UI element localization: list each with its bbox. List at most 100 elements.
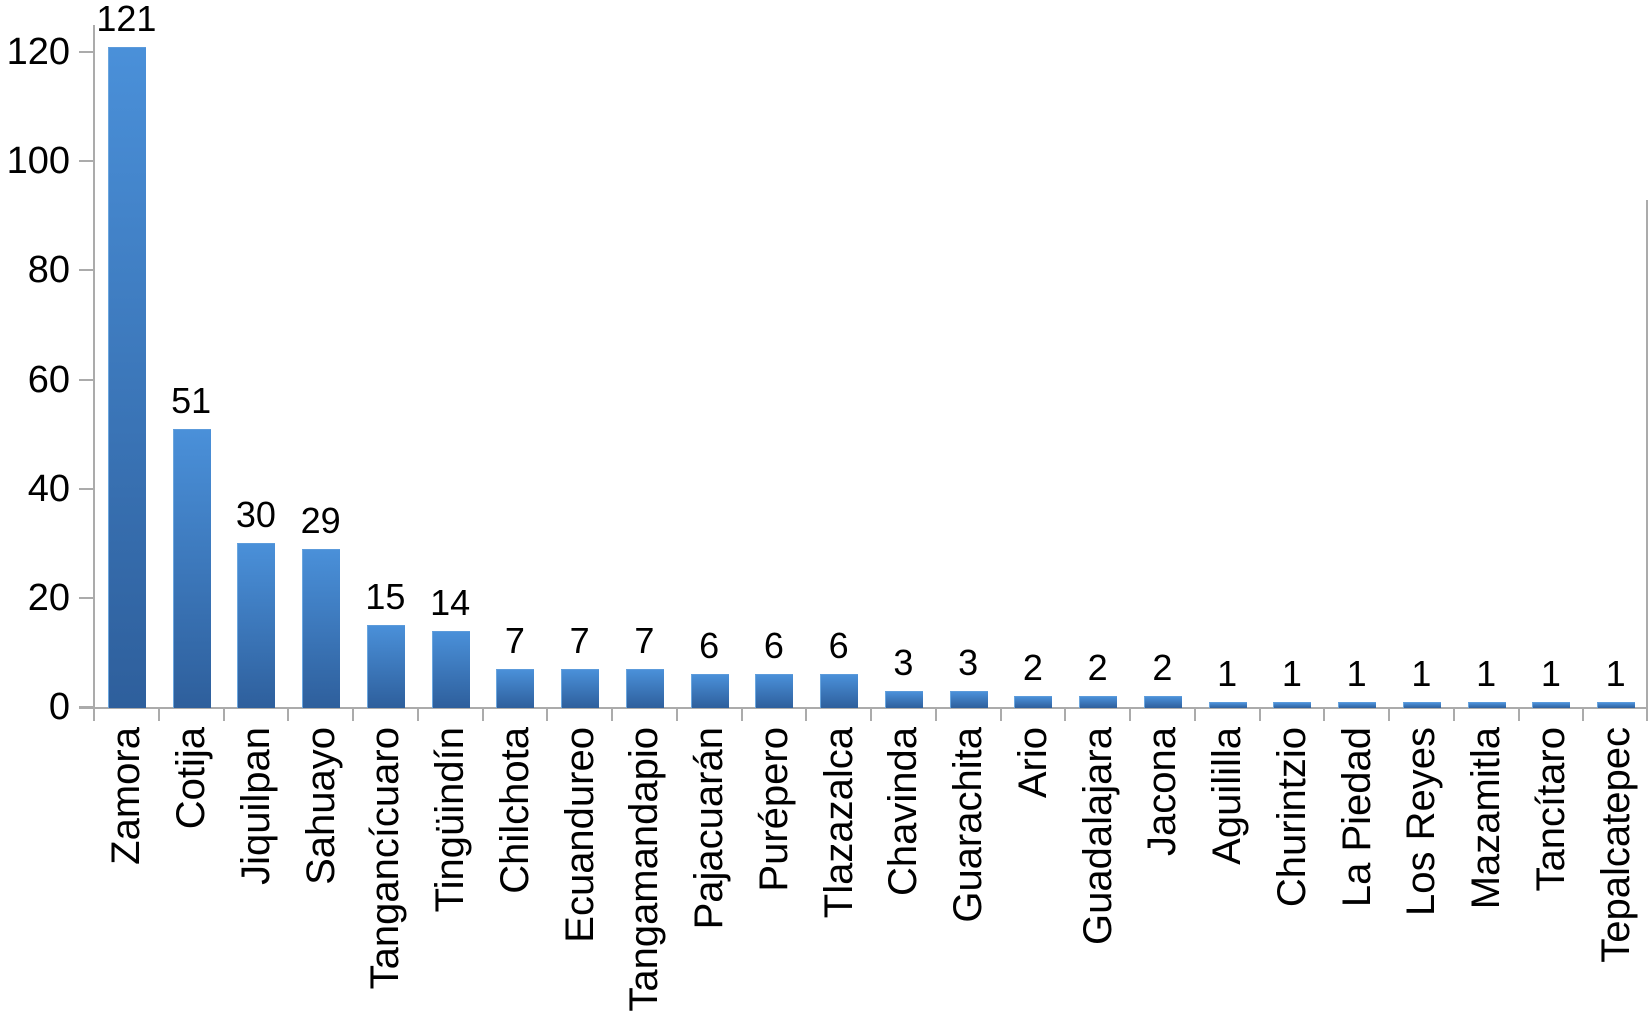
bar-tepalcatepec (1597, 702, 1635, 708)
bar-ario (1014, 696, 1052, 708)
x-axis-label: Tangamandapio (622, 727, 667, 1012)
x-axis-label: Aguililla (1205, 727, 1250, 865)
bar-zamora (108, 47, 146, 708)
bar-value-label: 7 (569, 620, 590, 661)
bar-value-label: 1 (1540, 653, 1561, 694)
bar-value-label: 121 (96, 0, 157, 39)
bar-value-label: 7 (634, 620, 655, 661)
bar-tangamandapio (626, 669, 664, 708)
bar-jacona (1144, 696, 1182, 708)
bar-value-label: 1 (1476, 653, 1497, 694)
x-axis-label: La Piedad (1334, 727, 1379, 908)
x-axis-label: Jacona (1140, 727, 1185, 856)
x-axis-label: Tepalcatepec (1593, 727, 1638, 963)
x-axis-label: Mazamitla (1464, 727, 1509, 910)
x-axis-tick (222, 709, 225, 721)
x-axis-tick (1452, 709, 1455, 721)
x-axis-tick (740, 709, 743, 721)
bar-value-label: 15 (365, 576, 406, 617)
x-axis-tick (1388, 709, 1390, 721)
bar-guarachita (950, 691, 988, 708)
y-axis-tick-label: 100 (6, 140, 70, 183)
x-axis-label: Pajacuarán (687, 727, 732, 930)
x-axis-label: Cotija (169, 727, 214, 830)
bar-value-label: 1 (1411, 653, 1432, 694)
x-axis-tick (352, 709, 354, 721)
x-axis-tick (934, 709, 937, 721)
bar-churintzio (1273, 702, 1311, 708)
x-axis-tick (287, 709, 290, 721)
x-axis-tick (1064, 709, 1067, 721)
bar-value-label: 1 (1605, 653, 1626, 694)
x-axis-tick (870, 709, 872, 721)
x-axis-label: Tangancícuaro (363, 727, 408, 990)
bar-purépero (755, 674, 793, 708)
bar-chilchota (496, 669, 534, 708)
bar-value-label: 29 (300, 500, 341, 541)
bar-tlazazalca (820, 674, 858, 708)
bar-value-label: 1 (1217, 653, 1238, 694)
x-axis-label: Guadalajara (1075, 727, 1120, 945)
bar-value-label: 6 (828, 625, 849, 666)
bar-tangancícuaro (367, 625, 405, 708)
bar-chavinda (885, 691, 923, 708)
x-axis-label: Chilchota (492, 727, 537, 894)
x-axis-tick (416, 709, 419, 721)
y-axis-tick (79, 596, 94, 599)
bar-ecuandureo (561, 669, 599, 708)
bar-value-label: 1 (1346, 653, 1367, 694)
x-axis-tick (1258, 709, 1261, 721)
x-axis-label: Los Reyes (1399, 727, 1444, 916)
x-axis-label: Chavinda (881, 727, 926, 897)
x-axis-tick (611, 709, 613, 721)
x-axis-label: Churintzio (1269, 727, 1314, 908)
bar-value-label: 6 (699, 625, 720, 666)
y-axis-tick-label: 60 (27, 358, 70, 401)
y-axis-tick (79, 269, 94, 272)
y-axis-tick (79, 487, 94, 490)
bar-value-label: 1 (1281, 653, 1302, 694)
x-axis-tick (1193, 709, 1196, 721)
bar-la-piedad (1338, 702, 1376, 708)
y-axis-tick (79, 378, 94, 381)
bar-value-label: 51 (171, 380, 212, 421)
y-axis-tick-label: 20 (27, 576, 70, 619)
bar-jiquilpan (237, 543, 275, 708)
bar-guadalajara (1079, 696, 1117, 708)
x-axis-tick (999, 709, 1002, 721)
bar-sahuayo (302, 549, 340, 708)
y-axis-tick (79, 51, 94, 54)
bar-tancítaro (1532, 702, 1570, 708)
x-axis-label: Guarachita (946, 727, 991, 923)
x-axis-label: Ecuandureo (557, 727, 602, 943)
x-axis-label: Tlazazalca (816, 727, 861, 919)
bar-value-label: 3 (893, 642, 914, 683)
x-axis-label: Purépero (751, 727, 796, 892)
bar-cotija (173, 429, 211, 708)
y-axis-tick-label: 0 (48, 686, 70, 728)
plot-right-border (1646, 200, 1648, 721)
bar-value-label: 2 (1152, 647, 1173, 688)
y-axis-tick (79, 160, 94, 163)
y-axis-tick-label: 120 (6, 31, 70, 74)
x-axis-label: Ario (1010, 727, 1055, 799)
x-axis-tick (1129, 709, 1131, 721)
bar-value-label: 2 (1022, 647, 1043, 688)
x-axis-tick (546, 709, 549, 721)
y-axis-tick-label: 80 (27, 249, 70, 292)
x-axis-tick (1582, 709, 1585, 721)
y-axis-tick-label: 40 (27, 467, 70, 510)
bar-value-label: 30 (235, 494, 276, 535)
x-axis-tick (481, 709, 484, 721)
x-axis-tick (1517, 709, 1520, 721)
y-axis-line (93, 25, 95, 721)
bar-pajacuarán (691, 674, 729, 708)
x-axis-label: Tancítaro (1528, 727, 1573, 892)
bar-value-label: 2 (1087, 647, 1108, 688)
x-axis-tick (1323, 709, 1326, 721)
x-axis-line (79, 707, 1648, 709)
x-axis-tick (805, 709, 808, 721)
bar-aguililla (1209, 702, 1247, 708)
x-axis-label: Tingüindín (428, 727, 473, 913)
